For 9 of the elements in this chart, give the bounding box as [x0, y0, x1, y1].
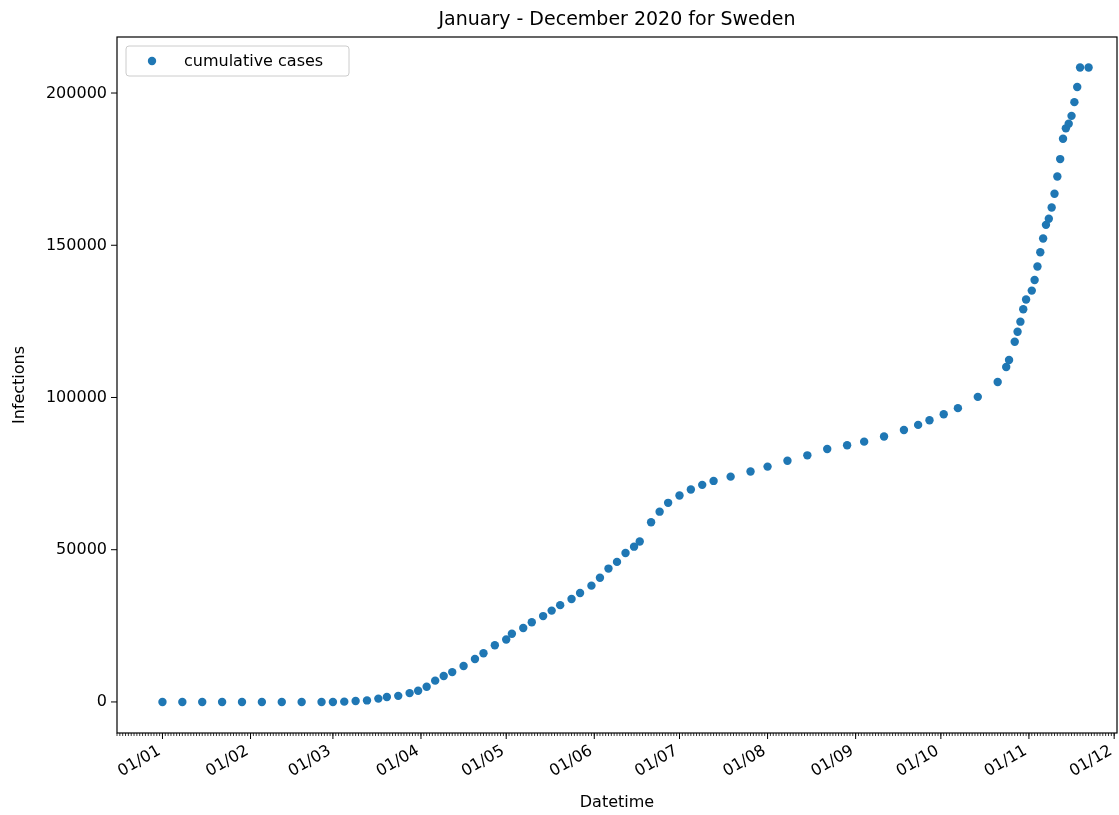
x-axis-title: Datetime — [579, 792, 655, 811]
y-tick-label: 150000 — [45, 234, 107, 254]
y-tick-label: 200000 — [45, 82, 107, 102]
y-tick-label: 50000 — [56, 539, 107, 559]
y-tick-label: 100000 — [45, 386, 107, 406]
chart-title: January - December 2020 for Sweden — [437, 7, 796, 29]
y-tick-label: 0 — [96, 691, 107, 711]
legend-label: cumulative cases — [184, 50, 324, 70]
y-axis-title: Infections — [9, 345, 28, 425]
